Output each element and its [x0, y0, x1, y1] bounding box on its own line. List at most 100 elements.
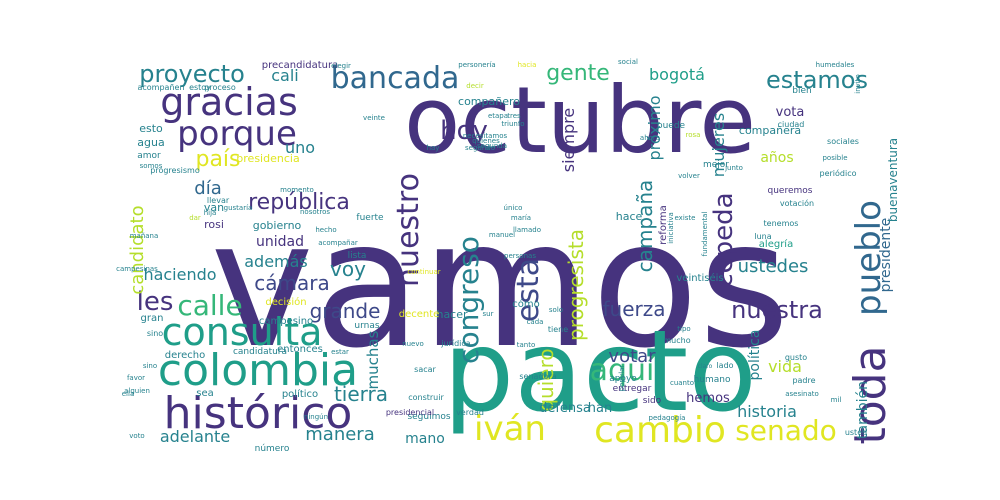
cloud-word-manuel: manuel	[489, 231, 515, 239]
cloud-word-rosi: rosi	[204, 218, 224, 231]
cloud-word-mucho: mucho	[663, 336, 690, 345]
cloud-word-sea: sea	[196, 388, 214, 399]
cloud-word-pais: país	[195, 147, 240, 172]
cloud-word-veinte: veinte	[363, 114, 385, 122]
cloud-word-volver: volver	[678, 172, 700, 180]
cloud-word-presidente: presidente	[878, 218, 894, 293]
cloud-word-porque: porque	[177, 114, 297, 154]
cloud-word-alguien: alguien	[124, 387, 150, 395]
cloud-word-entonces: entonces	[277, 344, 323, 355]
cloud-word-adelante: adelante	[160, 427, 230, 446]
cloud-word-juridica: jurídica	[440, 339, 471, 348]
cloud-word-estar: estar	[331, 348, 349, 356]
cloud-word-amor: amor	[137, 151, 161, 161]
cloud-word-congreso: congreso	[452, 236, 485, 364]
cloud-word-alegria: alegría	[759, 238, 793, 250]
cloud-word-decente: decente	[399, 309, 440, 320]
cloud-word-unidad: unidad	[256, 234, 304, 250]
cloud-word-segunda: segunda	[477, 142, 507, 150]
cloud-word-puede: puede	[657, 121, 686, 131]
cloud-word-calle: calle	[177, 289, 242, 322]
cloud-word-gobierno: gobierno	[253, 219, 302, 232]
cloud-word-gran: gran	[141, 313, 164, 324]
cloud-word-cali: cali	[271, 66, 299, 85]
cloud-word-sacar: sacar	[414, 365, 436, 374]
cloud-word-usted: usted	[845, 428, 867, 437]
cloud-word-llevar: llevar	[207, 196, 230, 205]
cloud-word-progresista: progresista	[564, 229, 588, 341]
cloud-word-senadora: senadora	[519, 372, 556, 381]
cloud-word-maria: maría	[511, 214, 531, 222]
cloud-word-candidato: candidato	[127, 205, 148, 294]
cloud-word-han: han	[588, 401, 612, 416]
cloud-word-voto: voto	[129, 432, 144, 440]
cloud-word-muchas: muchas	[364, 330, 382, 389]
cloud-word-como: cómo	[512, 298, 539, 310]
cloud-word-somos: somos	[140, 162, 163, 170]
cloud-word-tierra: tierra	[334, 382, 388, 406]
cloud-word-hay: hay	[427, 144, 440, 152]
cloud-word-votacion: votación	[780, 198, 814, 208]
cloud-word-quiero: quiero	[534, 348, 558, 411]
cloud-word-candidatura: candidatura	[233, 347, 287, 357]
cloud-word-iniciativa: iniciativa	[667, 212, 675, 244]
cloud-word-campesinas: campesinas	[116, 265, 158, 273]
cloud-word-colombia: colombia	[158, 345, 358, 396]
cloud-word-defensa: defensa	[539, 401, 591, 416]
cloud-word-hace: hace	[616, 210, 643, 223]
cloud-word-agua: agua	[137, 136, 164, 149]
cloud-word-cambio: cambio	[594, 410, 726, 451]
cloud-word-tenemos: tenemos	[764, 219, 799, 228]
cloud-word-camara: cámara	[254, 271, 329, 295]
cloud-word-momento: momento	[280, 186, 314, 194]
cloud-word-siempre: siempre	[559, 108, 578, 172]
cloud-word-gracias: gracias	[160, 80, 298, 124]
cloud-word-ahora: ahora	[640, 134, 660, 142]
cloud-word-seguimos: seguimos	[407, 412, 450, 422]
cloud-word-segundo: segundo	[465, 144, 495, 152]
cloud-word-toda: toda	[845, 345, 896, 444]
cloud-word-verdad: verdad	[456, 408, 484, 417]
cloud-word-ivan: iván	[474, 409, 546, 449]
cloud-word-rosa: rosa	[686, 131, 701, 139]
cloud-word-decision: decisión	[265, 296, 306, 308]
cloud-word-senado: senado	[735, 414, 837, 447]
cloud-word-padre: padre	[792, 376, 815, 385]
cloud-word-haciendo: haciendo	[143, 265, 216, 284]
cloud-word-mil: mil	[831, 396, 842, 404]
cloud-word-pedagogia: pedagogía	[649, 414, 686, 422]
cloud-word-bien: bien	[792, 86, 811, 96]
cloud-word-bogota: bogotá	[649, 65, 705, 84]
cloud-word-esto: esto	[139, 122, 163, 135]
cloud-word-ella: ella	[122, 390, 135, 398]
cloud-word-cuanto: cuanto	[670, 379, 694, 387]
cloud-word-precandidatura: precandidatura	[262, 60, 338, 71]
cloud-word-claro: claro	[698, 363, 713, 370]
cloud-word-humano: humano	[694, 375, 731, 385]
cloud-word-luna: luna	[754, 232, 771, 241]
cloud-word-entregar: entregar	[613, 384, 652, 394]
cloud-word-sur: sur	[483, 310, 494, 318]
cloud-word-gustaria: gustaría	[224, 204, 253, 212]
cloud-word-van: van	[204, 201, 224, 214]
cloud-word-etapa: etapa	[488, 112, 508, 120]
cloud-word-veintiseis: veintiséis	[676, 272, 723, 284]
cloud-word-ciudad: ciudad	[778, 120, 805, 129]
cloud-word-sido: sido	[643, 396, 662, 406]
cloud-word-sociales: sociales	[827, 137, 859, 146]
cloud-word-proximo: próximo	[645, 96, 664, 161]
cloud-word-gusto: gusto	[785, 353, 807, 362]
cloud-word-junto: junto	[724, 164, 743, 172]
cloud-word-necesitamos: necesitamos	[463, 132, 508, 140]
cloud-word-tanto: tanto	[517, 341, 536, 349]
cloud-word-mejor: mejor	[703, 160, 729, 170]
cloud-word-popular: popular	[618, 365, 626, 392]
cloud-word-progresismo: progresismo	[150, 166, 200, 175]
cloud-word-fundamental: fundamental	[701, 212, 709, 257]
cloud-word-tipo: tipo	[677, 325, 690, 333]
cloud-word-solo: solo	[549, 306, 563, 314]
cloud-word-personeria: personería	[458, 61, 495, 69]
cloud-word-unico: único	[504, 204, 523, 212]
cloud-word-fuerte: fuerte	[356, 213, 384, 223]
